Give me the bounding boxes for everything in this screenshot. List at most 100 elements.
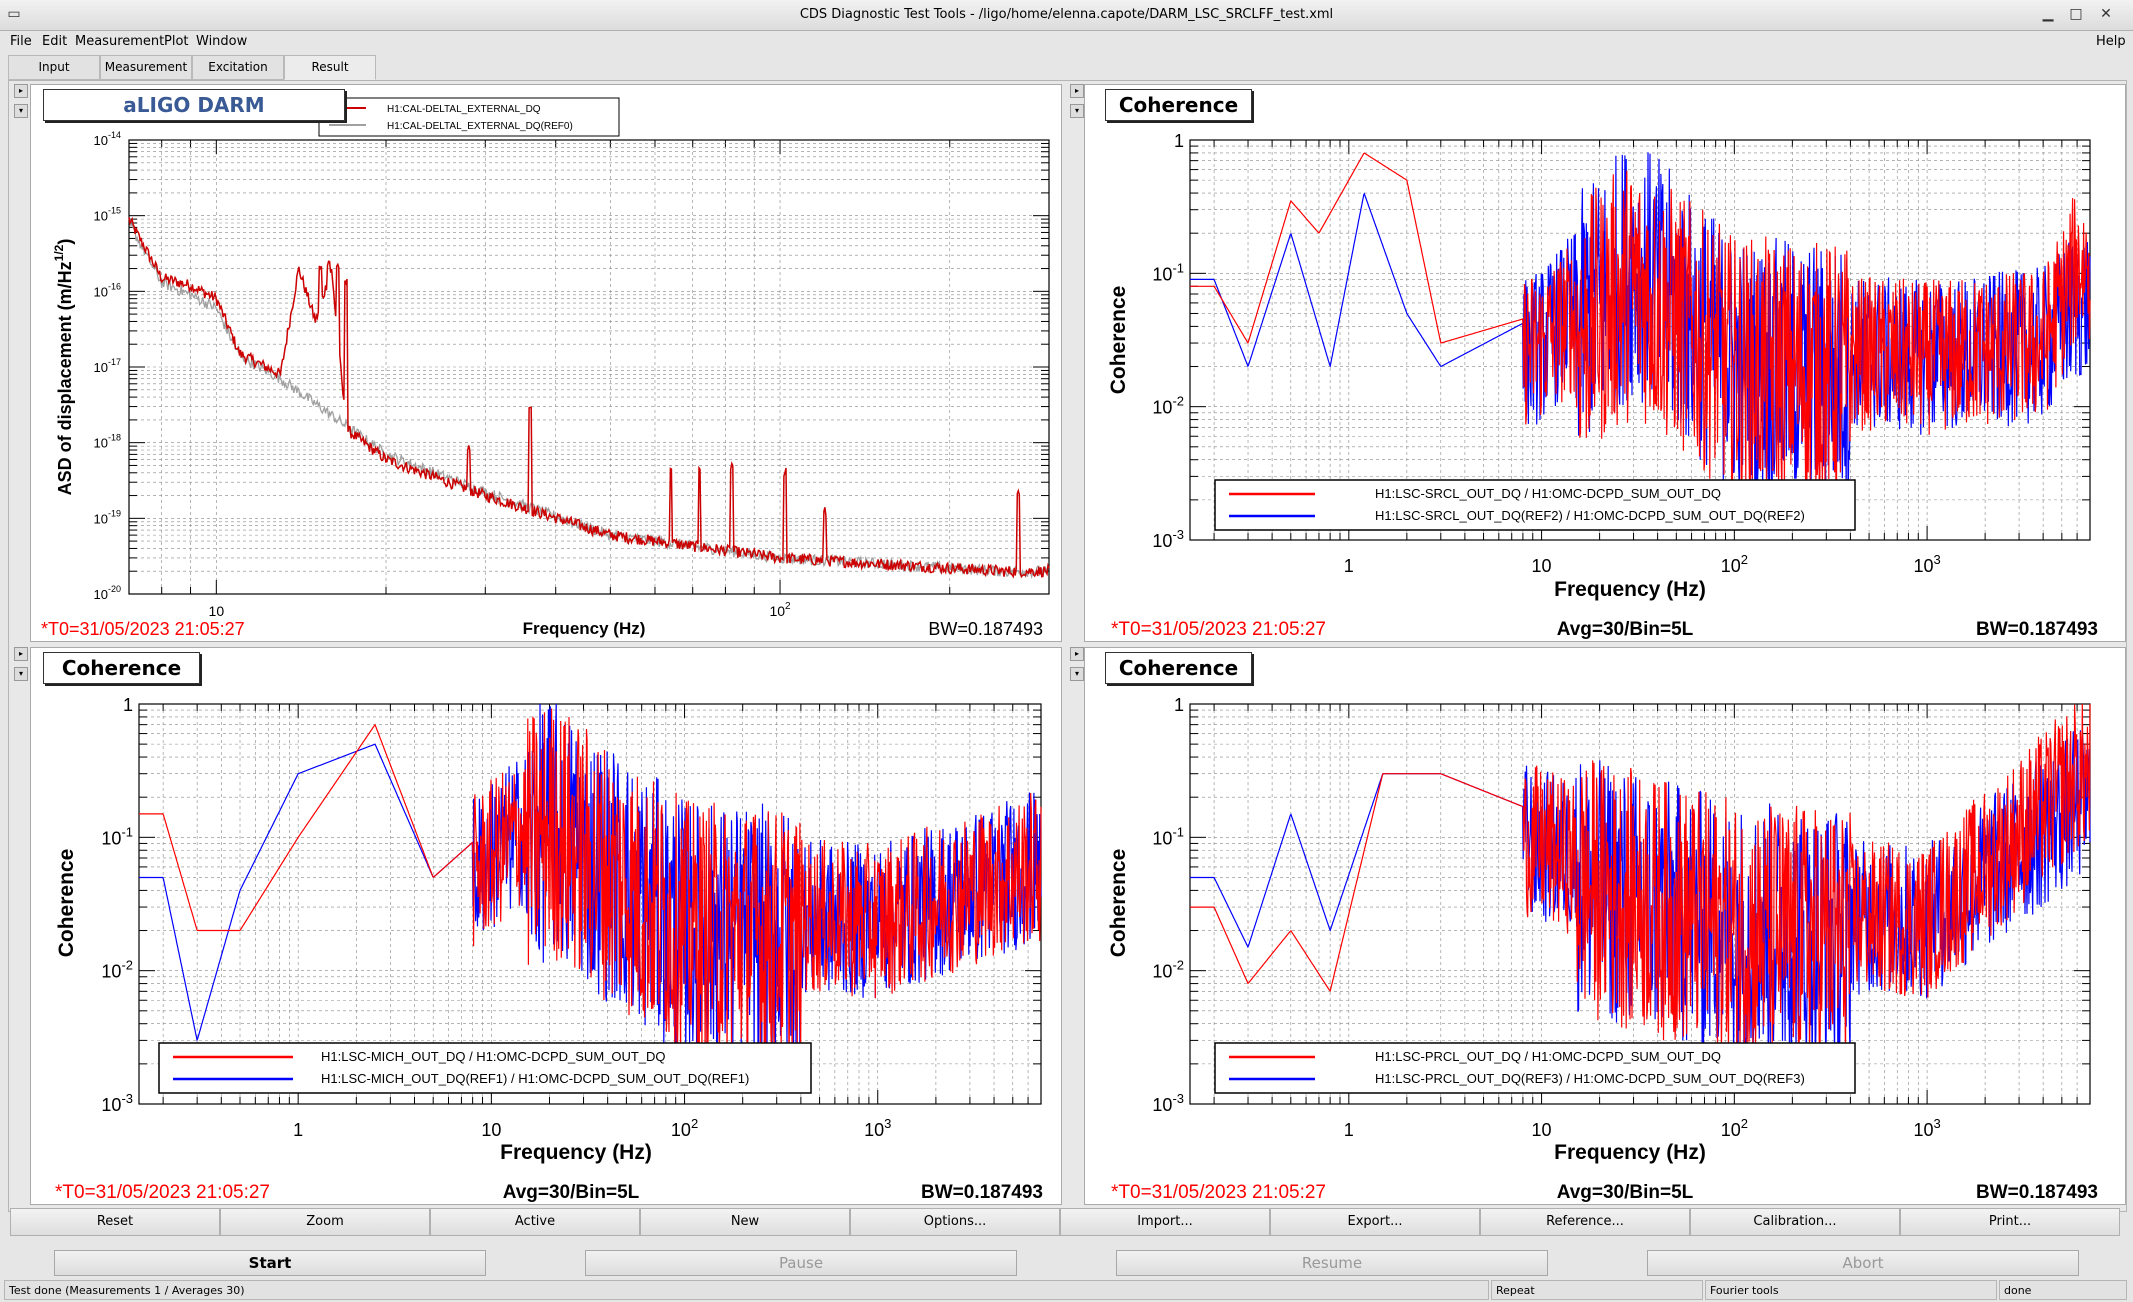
options-button[interactable]: Options... (850, 1208, 1060, 1236)
mich-coherence-chart[interactable]: 1 10-1 10-2 10-3 1 10 102 103 Coherence Freque… (31, 648, 1061, 1204)
export-button[interactable]: Export... (1270, 1208, 1480, 1236)
pad-expand-arrow-icon[interactable]: ▸ (14, 84, 28, 98)
darm-x-axis-label: Frequency (Hz) (523, 619, 646, 638)
maximize-icon[interactable]: □ (2069, 6, 2083, 22)
y-tick-label: 10-17 (94, 357, 121, 375)
prcl-y-axis-label: Coherence (1107, 849, 1130, 958)
tab-result[interactable]: Result (284, 55, 376, 80)
darm-t0-label: *T0=31/05/2023 21:05:27 (41, 619, 245, 639)
tab-measurement[interactable]: Measurement (100, 55, 192, 80)
y-tick-label: 10-2 (101, 958, 133, 982)
menu-measurement[interactable]: Measurement (75, 34, 165, 49)
window-title: CDS Diagnostic Test Tools - /ligo/home/e… (799, 7, 1334, 22)
y-tick-label: 10-1 (1152, 824, 1184, 848)
mich-y-ticks: 1 10-1 10-2 10-3 (101, 695, 133, 1115)
minimize-icon[interactable]: ▁ (2042, 6, 2054, 22)
srcl-y-ticks: 1 10-1 10-2 10-3 (1152, 131, 1184, 551)
mich-pad-title: Coherence (43, 652, 200, 684)
x-tick-label: 103 (1913, 1116, 1940, 1140)
coherence-line (139, 708, 1042, 1066)
y-tick-label: 10-3 (1152, 527, 1184, 551)
pad-collapse-arrow-icon[interactable]: ▾ (1070, 667, 1084, 681)
x-tick-label: 10 (481, 1120, 501, 1140)
status-message: Test done (Measurements 1 / Averages 30) (4, 1280, 1489, 1300)
menu-file[interactable]: File (10, 34, 32, 49)
prcl-x-ticks: 1 10 102 103 (1344, 1116, 1941, 1140)
abort-button[interactable]: Abort (1647, 1250, 2079, 1276)
pad-collapse-arrow-icon[interactable]: ▾ (1070, 104, 1084, 118)
menu-edit[interactable]: Edit (42, 34, 68, 49)
import-button[interactable]: Import... (1060, 1208, 1270, 1236)
x-tick-label: 102 (1721, 1116, 1748, 1140)
plot-pad-prcl-coherence[interactable]: 1 10-1 10-2 10-3 1 10 102 103 Coherence Freque… (1084, 647, 2126, 1205)
menu-window[interactable]: Window (196, 34, 248, 49)
y-tick-label: 10-2 (1152, 958, 1184, 982)
srcl-bw-label: BW=0.187493 (1976, 619, 2098, 640)
zoom-button[interactable]: Zoom (220, 1208, 430, 1236)
plot-pad-mich-coherence[interactable]: 1 10-1 10-2 10-3 1 10 102 103 Coherence Freque… (30, 647, 1062, 1205)
tab-input[interactable]: Input (8, 55, 100, 80)
srcl-coherence-chart[interactable]: 1 10-1 10-2 10-3 1 10 102 103 Coherence Freque… (1085, 85, 2125, 641)
pad-expand-arrow-icon[interactable]: ▸ (1070, 647, 1084, 661)
srcl-legend-item-1: H1:LSC-SRCL_OUT_DQ(REF2) / H1:OMC-DCPD_S… (1375, 508, 1805, 523)
close-icon[interactable]: ✕ (2100, 6, 2112, 22)
plot-pad-srcl-coherence[interactable]: 1 10-1 10-2 10-3 1 10 102 103 Coherence Freque… (1084, 84, 2126, 642)
reference-button[interactable]: Reference... (1480, 1208, 1690, 1236)
x-tick-label: 10 (1532, 1120, 1552, 1140)
prcl-coherence-chart[interactable]: 1 10-1 10-2 10-3 1 10 102 103 Coherence Freque… (1085, 648, 2125, 1204)
mich-legend: H1:LSC-MICH_OUT_DQ / H1:OMC-DCPD_SUM_OUT… (158, 1042, 812, 1094)
y-tick-label: 10-1 (101, 824, 133, 848)
darm-y-ticks: 10-14 10-15 10-16 10-17 10-18 10-19 10-20 (94, 130, 121, 602)
srcl-plot-frame (1189, 139, 2091, 541)
pause-button[interactable]: Pause (585, 1250, 1017, 1276)
coherence-line (1190, 152, 2091, 502)
srcl-pad-title: Coherence (1105, 89, 1252, 121)
y-tick-label: 1 (1174, 695, 1184, 715)
pad-expand-arrow-icon[interactable]: ▸ (1070, 84, 1084, 98)
pad-collapse-arrow-icon[interactable]: ▾ (14, 667, 28, 681)
active-button[interactable]: Active (430, 1208, 640, 1236)
darm-series-live (128, 216, 1050, 579)
pad-expand-arrow-icon[interactable]: ▸ (14, 647, 28, 661)
calibration-button[interactable]: Calibration... (1690, 1208, 1900, 1236)
x-tick-label: 103 (1913, 552, 1940, 576)
x-tick-label: 1 (1344, 556, 1354, 576)
plot-pad-darm[interactable]: 10-14 10-15 10-16 10-17 10-18 10-19 10-20 10 10… (30, 84, 1062, 642)
mich-x-ticks: 1 10 102 103 (293, 1116, 891, 1140)
x-tick-label: 10 (1532, 556, 1552, 576)
x-tick-label: 1 (1344, 1120, 1354, 1140)
y-tick-label: 10-20 (94, 584, 121, 602)
resume-button[interactable]: Resume (1116, 1250, 1548, 1276)
plot-button-row: Reset Zoom Active New Options... Import.… (10, 1208, 2123, 1236)
print-button[interactable]: Print... (1900, 1208, 2120, 1236)
x-tick-label: 102 (1721, 552, 1748, 576)
darm-bw-label: BW=0.187493 (928, 619, 1043, 639)
prcl-y-ticks: 1 10-1 10-2 10-3 (1152, 695, 1184, 1115)
window-titlebar: ▭ CDS Diagnostic Test Tools - /ligo/home… (0, 0, 2133, 31)
x-tick-label: 103 (864, 1116, 891, 1140)
window-menu-icon[interactable]: ▭ (7, 6, 21, 22)
y-tick-label: 10-1 (1152, 260, 1184, 284)
prcl-legend-item-1: H1:LSC-PRCL_OUT_DQ(REF3) / H1:OMC-DCPD_S… (1375, 1071, 1805, 1086)
mich-x-axis-label: Frequency (Hz) (500, 1141, 652, 1164)
menu-plot[interactable]: Plot (164, 34, 189, 49)
reset-button[interactable]: Reset (10, 1208, 220, 1236)
menu-help[interactable]: Help (2096, 34, 2126, 49)
x-tick-label: 102 (769, 601, 791, 619)
pad-collapse-arrow-icon[interactable]: ▾ (14, 104, 28, 118)
darm-legend-item-1: H1:CAL-DELTAL_EXTERNAL_DQ(REF0) (387, 121, 573, 132)
darm-legend-item-0: H1:CAL-DELTAL_EXTERNAL_DQ (387, 104, 541, 115)
darm-pad-title: aLIGO DARM (43, 89, 345, 121)
tab-excitation[interactable]: Excitation (192, 55, 284, 80)
y-tick-label: 1 (1174, 131, 1184, 151)
darm-x-ticks: 10 102 (209, 601, 792, 619)
srcl-x-axis-label: Frequency (Hz) (1554, 578, 1706, 601)
darm-legend: H1:CAL-DELTAL_EXTERNAL_DQ H1:CAL-DELTAL_… (318, 97, 620, 137)
mich-avg-label: Avg=30/Bin=5L (503, 1182, 640, 1203)
prcl-legend: H1:LSC-PRCL_OUT_DQ / H1:OMC-DCPD_SUM_OUT… (1214, 1042, 1856, 1094)
start-button[interactable]: Start (54, 1250, 486, 1276)
srcl-legend-item-0: H1:LSC-SRCL_OUT_DQ / H1:OMC-DCPD_SUM_OUT… (1375, 486, 1721, 501)
new-button[interactable]: New (640, 1208, 850, 1236)
mich-y-axis-label: Coherence (55, 849, 78, 958)
